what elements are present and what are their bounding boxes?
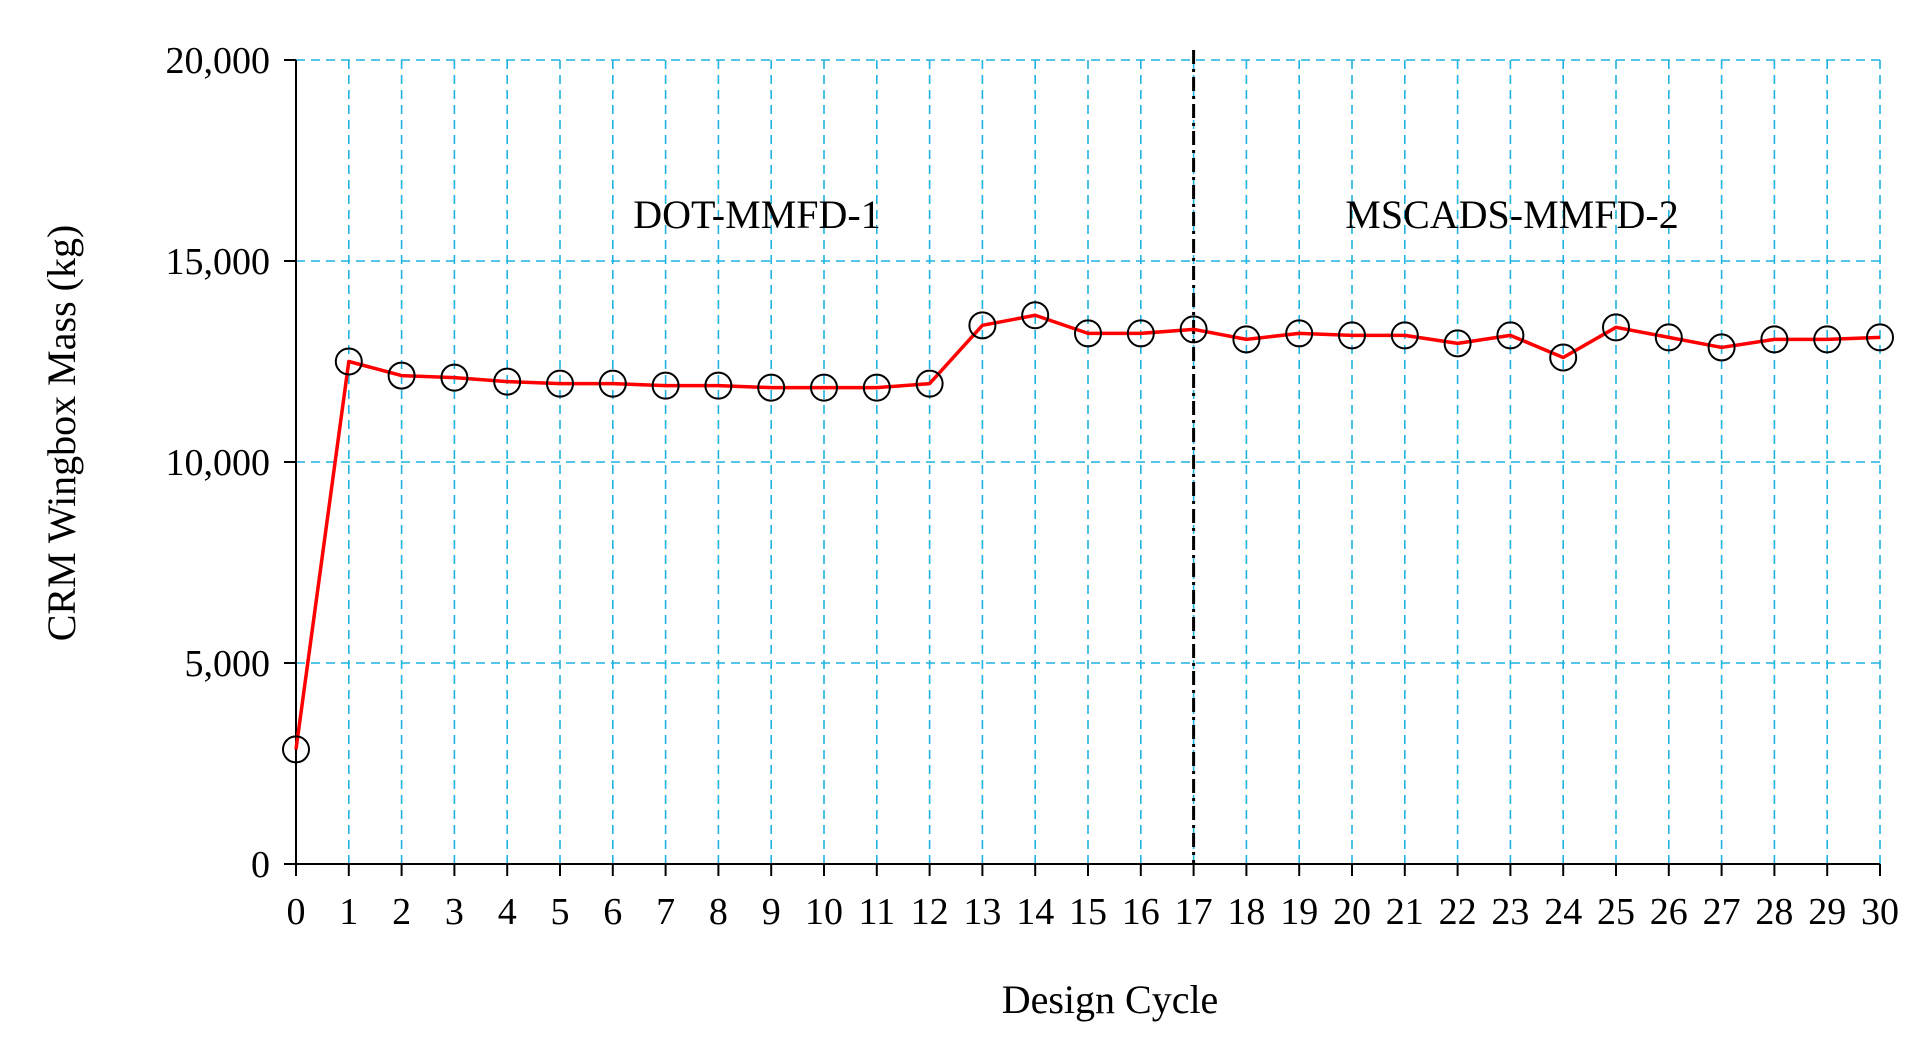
x-tick-label: 9 (762, 891, 781, 933)
data-point (1496, 321, 1525, 350)
data-markers (282, 301, 1894, 764)
x-tick-label: 5 (551, 891, 570, 933)
data-point (1707, 333, 1736, 362)
data-point (387, 361, 416, 390)
data-point (1549, 343, 1578, 372)
data-point (598, 369, 627, 398)
annotation-dot-mmfd-1: DOT-MMFD-1 (633, 192, 880, 237)
data-point (493, 367, 522, 396)
data-point (1760, 325, 1789, 354)
data-point (1021, 301, 1050, 330)
y-tick-label: 20,000 (166, 40, 271, 82)
x-tick-label: 18 (1227, 891, 1265, 933)
x-tick-label: 11 (859, 891, 896, 933)
data-point (651, 371, 680, 400)
series-line (294, 313, 1881, 750)
x-tick-label: 25 (1597, 891, 1635, 933)
data-point (1126, 319, 1155, 348)
data-point (810, 373, 838, 402)
x-tick-label: 28 (1755, 891, 1793, 933)
x-tick-label: 16 (1122, 891, 1160, 933)
x-tick-label: 20 (1333, 891, 1371, 933)
data-point (915, 369, 944, 398)
x-tick-label: 15 (1069, 891, 1107, 933)
x-tick-label: 17 (1175, 891, 1213, 933)
data-point (1866, 323, 1894, 352)
x-tick-label: 23 (1491, 891, 1529, 933)
axes (284, 59, 1881, 876)
x-tick-label: 1 (339, 891, 358, 933)
x-tick-label: 0 (287, 891, 306, 933)
data-point (1443, 329, 1472, 358)
x-tick-label: 22 (1439, 891, 1477, 933)
x-tick-label: 3 (445, 891, 464, 933)
data-point (282, 735, 310, 764)
data-point (704, 371, 733, 400)
x-tick-label: 8 (709, 891, 728, 933)
data-point (1654, 323, 1683, 352)
x-tick-label: 19 (1280, 891, 1318, 933)
x-tick-label: 26 (1650, 891, 1688, 933)
y-axis-title: CRM Wingbox Mass (kg) (39, 225, 84, 642)
y-tick-label: 10,000 (166, 442, 271, 484)
data-point (546, 369, 574, 398)
x-tick-label: 2 (392, 891, 411, 933)
x-tick-label: 4 (498, 891, 517, 933)
series-line-path (294, 313, 1881, 750)
y-tick-label: 5,000 (185, 643, 271, 685)
x-tick-label: 24 (1544, 891, 1582, 933)
data-point (334, 347, 363, 376)
data-point (862, 373, 891, 402)
x-tick-label: 29 (1808, 891, 1846, 933)
x-axis-title: Design Cycle (1002, 977, 1219, 1022)
x-tick-label: 7 (656, 891, 675, 933)
grid-lines (296, 59, 1881, 864)
data-point (1602, 313, 1630, 342)
x-tick-label: 6 (603, 891, 622, 933)
data-point (1232, 325, 1261, 354)
data-point (968, 311, 997, 340)
x-tick-label: 12 (911, 891, 949, 933)
y-tick-label: 0 (251, 844, 270, 886)
x-tick-label: 10 (805, 891, 843, 933)
x-tick-label: 13 (963, 891, 1001, 933)
data-point (757, 373, 786, 402)
data-point (440, 363, 469, 392)
data-point (1813, 325, 1842, 354)
annotation-mscads-mmfd-2: MSCADS-MMFD-2 (1345, 192, 1678, 237)
data-point (1074, 319, 1102, 348)
x-tick-label: 21 (1386, 891, 1424, 933)
y-tick-label: 15,000 (166, 241, 271, 283)
data-point (1179, 315, 1208, 344)
data-point (1390, 321, 1419, 350)
x-tick-label: 27 (1703, 891, 1741, 933)
x-tick-label: 30 (1861, 891, 1899, 933)
x-tick-label: 14 (1016, 891, 1054, 933)
data-point (1285, 319, 1314, 348)
data-point (1338, 321, 1366, 350)
